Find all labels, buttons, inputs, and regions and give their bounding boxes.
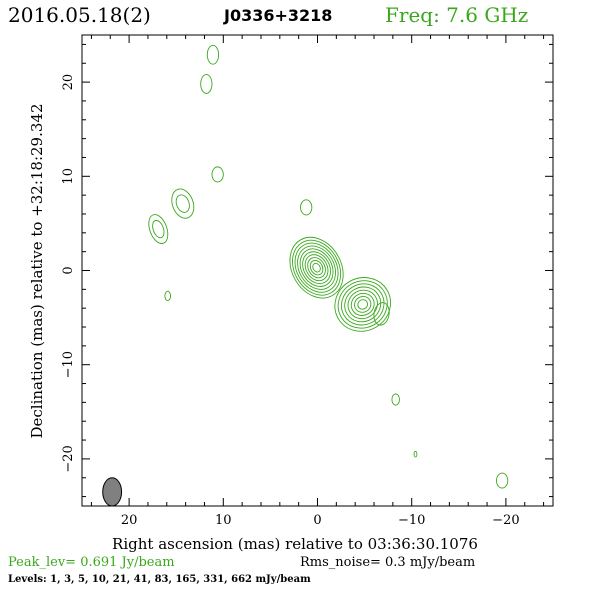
contour-line <box>200 74 213 94</box>
contour-line <box>297 245 336 290</box>
contour-line <box>357 299 369 310</box>
axis-ticks <box>82 35 553 506</box>
contour-line <box>307 257 326 279</box>
y-tick-label: −10 <box>61 351 76 378</box>
tick-labels: 20 10 0 −10 −20 20 10 0 −10 −20 <box>61 74 520 528</box>
observation-date: 2016.05.18(2) <box>8 3 151 27</box>
y-tick-label: 20 <box>61 74 76 91</box>
y-tick-label: 0 <box>61 266 76 274</box>
x-tick-label: 10 <box>215 513 232 528</box>
contour-line <box>341 283 385 326</box>
contour-line <box>289 236 344 299</box>
contour-line <box>164 290 171 302</box>
y-tick-label: −20 <box>61 445 76 472</box>
component-ne-blob-1 <box>171 188 195 219</box>
contour-line <box>373 302 390 326</box>
contour-line <box>294 242 339 293</box>
component-n-blob-2 <box>200 74 213 94</box>
peak-level: Peak_lev= 0.691 Jy/beam <box>8 555 175 570</box>
source-name: J0336+3218 <box>223 6 332 25</box>
contour-line <box>206 44 220 65</box>
contour-line <box>344 286 382 323</box>
contour-line <box>350 292 375 316</box>
x-tick-label: −10 <box>398 513 425 528</box>
contour-line <box>304 254 329 282</box>
component-n-blob-4 <box>300 199 313 216</box>
component-jet <box>334 277 391 332</box>
component-core <box>289 236 344 299</box>
contour-line <box>413 450 418 458</box>
component-w-blob-2 <box>164 290 171 302</box>
contour-line <box>391 393 400 406</box>
contour-line <box>211 166 224 183</box>
x-tick-label: 0 <box>313 513 321 528</box>
component-ne-blob-2 <box>148 214 169 244</box>
contour-line <box>148 214 169 244</box>
component-n-blob-1 <box>206 44 220 65</box>
x-tick-label: 20 <box>121 513 138 528</box>
contour-line <box>337 280 388 329</box>
y-tick-label: 10 <box>61 168 76 185</box>
contour-line <box>175 194 190 213</box>
contour-line <box>496 472 509 489</box>
component-n-blob-3 <box>211 166 224 183</box>
component-w-blob-1 <box>373 302 390 326</box>
contour-line <box>302 251 331 285</box>
contour-line <box>152 219 165 239</box>
contour-line <box>334 277 391 332</box>
contour-line <box>300 199 313 216</box>
contours <box>148 44 509 489</box>
frequency-label: Freq: 7.6 GHz <box>385 3 528 27</box>
x-tick-label: −20 <box>492 513 519 528</box>
contour-line <box>312 262 321 273</box>
plot-frame <box>81 34 554 507</box>
contour-line <box>299 248 334 287</box>
contour-line <box>347 289 378 320</box>
component-sw-blob-3 <box>496 472 509 489</box>
contour-line <box>171 188 195 219</box>
rms-noise: Rms_noise= 0.3 mJy/beam <box>300 555 475 570</box>
y-axis-label: Declination (mas) relative to +32:18:29.… <box>28 103 46 438</box>
contour-levels: Levels: 1, 3, 5, 10, 21, 41, 83, 165, 33… <box>8 574 311 585</box>
beam-ellipse-group <box>102 477 123 507</box>
component-sw-blob-1 <box>391 393 400 406</box>
contour-line <box>292 239 342 296</box>
beam-ellipse <box>102 477 123 507</box>
contour-line <box>309 260 324 276</box>
x-axis-label: Right ascension (mas) relative to 03:36:… <box>112 535 478 553</box>
component-sw-blob-2 <box>413 450 418 458</box>
contour-line <box>354 296 372 313</box>
